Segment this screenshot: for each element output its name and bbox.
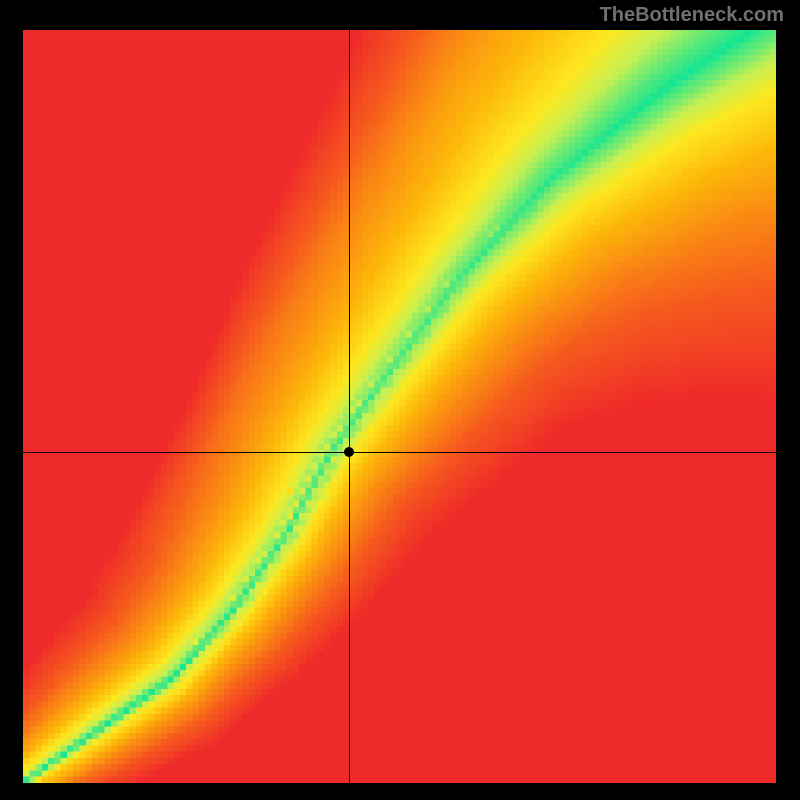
attribution-text: TheBottleneck.com xyxy=(600,4,784,27)
heatmap-plot xyxy=(23,30,776,783)
heatmap-canvas xyxy=(23,30,776,783)
chart-container: TheBottleneck.com xyxy=(0,0,800,800)
